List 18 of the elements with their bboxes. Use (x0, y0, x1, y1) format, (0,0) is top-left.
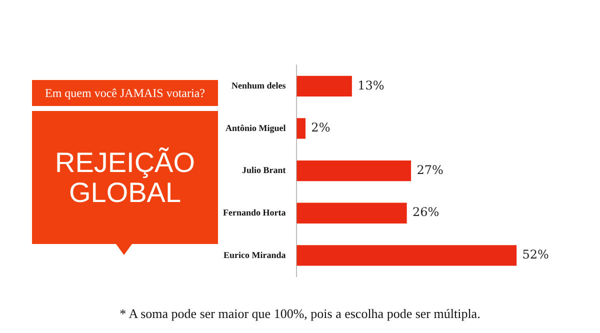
bar (296, 245, 517, 266)
data-label: 52% (522, 248, 549, 262)
data-label: 13% (358, 78, 384, 92)
y-tick-label: Julio Brant (242, 165, 286, 176)
data-label: 26% (412, 205, 440, 220)
data-label: 27% (416, 162, 444, 177)
bar (296, 76, 352, 96)
y-tick-label: Fernando Horta (222, 207, 286, 218)
bar (296, 160, 412, 182)
text: Em quem você JAMAIS votaria? (32, 80, 218, 106)
y-tick-label: Antônio Miguel (225, 122, 286, 133)
text: REJEIÇÃO GLOBAL (32, 111, 218, 244)
bar (296, 202, 407, 224)
bar (296, 118, 306, 139)
y-tick-label: Eurico Miranda (223, 250, 286, 260)
text: * A soma pode ser maior que 100%, pois a escolha pode ser múltipla. (118, 306, 482, 322)
y-tick-label: Nenhum deles (231, 80, 286, 90)
data-label: 2% (311, 120, 330, 135)
